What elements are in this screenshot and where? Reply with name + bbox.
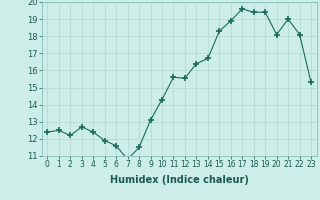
- X-axis label: Humidex (Indice chaleur): Humidex (Indice chaleur): [110, 175, 249, 185]
